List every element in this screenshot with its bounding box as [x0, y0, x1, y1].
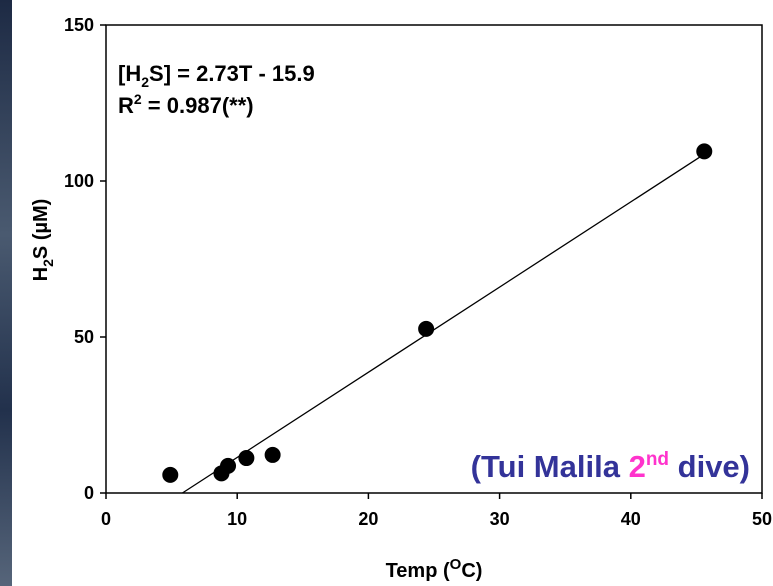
x-label-text: C)	[461, 560, 482, 582]
equation-text: S] = 2.73T - 15.9	[149, 61, 315, 86]
r-squared-text: = 0.987(**)	[142, 93, 254, 118]
y-label-text: H	[30, 267, 52, 281]
x-tick-label: 0	[101, 509, 111, 529]
r-squared-superscript: 2	[134, 91, 142, 107]
x-tick-label: 20	[358, 509, 378, 529]
y-tick-label: 0	[84, 483, 94, 503]
y-tick-label: 50	[74, 327, 94, 347]
y-tick-label: 100	[64, 171, 94, 191]
data-point	[696, 143, 713, 160]
y-label-text: S (µM)	[30, 199, 52, 259]
r-squared-text: R	[118, 93, 134, 118]
data-point	[238, 450, 255, 467]
equation: [H2S] = 2.73T - 15.9	[118, 61, 315, 90]
r-squared: R2 = 0.987(**)	[118, 91, 254, 118]
background-strip	[0, 0, 12, 586]
data-point	[162, 466, 179, 483]
annotation-text: dive)	[669, 449, 750, 484]
equation-subscript: 2	[141, 74, 149, 90]
x-label-text: Temp (	[386, 560, 450, 582]
y-label-subscript: 2	[40, 259, 56, 267]
y-axis-label: H2S (µM)	[30, 199, 56, 282]
x-tick-label: 40	[621, 509, 641, 529]
x-tick-label: 50	[752, 509, 772, 529]
x-tick-label: 30	[490, 509, 510, 529]
annotation: (Tui Malila 2nd dive)	[471, 449, 750, 484]
data-point	[220, 457, 237, 474]
trendline	[182, 153, 705, 494]
annotation-highlight: 2	[629, 449, 646, 484]
data-point	[264, 446, 281, 463]
annotation-text: (Tui Malila	[471, 449, 629, 484]
data-point	[418, 320, 435, 337]
x-tick-label: 10	[227, 509, 247, 529]
annotation-superscript: nd	[646, 449, 669, 470]
y-tick-label: 150	[64, 15, 94, 35]
plot-frame	[105, 24, 763, 494]
x-axis-label: Temp (OC)	[386, 556, 483, 582]
equation-text: [H	[118, 61, 141, 86]
x-label-superscript: O	[450, 556, 462, 573]
